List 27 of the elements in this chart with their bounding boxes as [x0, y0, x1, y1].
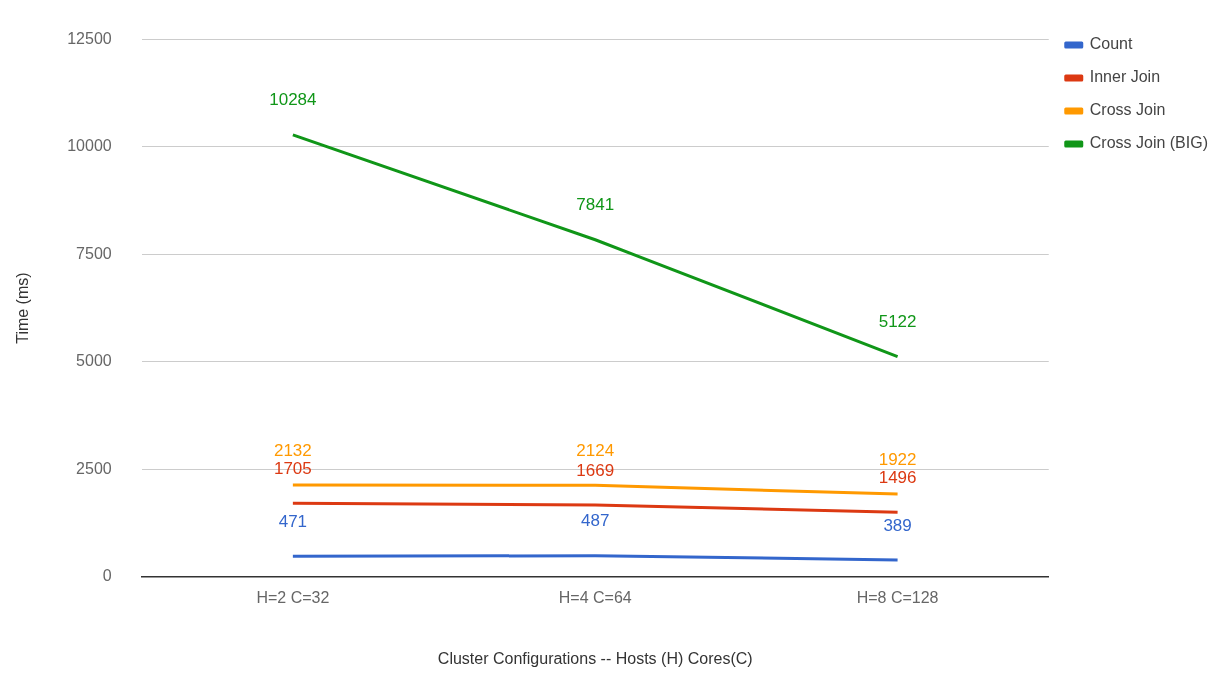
legend-label: Inner Join — [1089, 68, 1161, 86]
legend-label: Cross Join — [1089, 101, 1166, 119]
data-label: 389 — [883, 515, 912, 535]
x-tick-label: H=8 C=128 — [856, 588, 939, 606]
data-label: 487 — [581, 511, 610, 531]
x-tick-label: H=2 C=32 — [256, 588, 330, 606]
data-label: 471 — [278, 512, 308, 532]
y-tick-label: 10000 — [67, 137, 112, 155]
x-tick-label: H=4 C=64 — [558, 588, 632, 606]
y-tick-label: 12500 — [67, 30, 112, 48]
data-label: 5122 — [878, 312, 917, 332]
legend-label: Count — [1089, 35, 1134, 53]
legend-label: Cross Join (BIG) — [1089, 134, 1209, 152]
y-tick-label: 0 — [102, 567, 112, 585]
x-axis-title: Cluster Configurations -- Hosts (H) Cores(C) — [437, 649, 753, 667]
y-tick-label: 5000 — [76, 352, 112, 370]
y-tick-label: 2500 — [76, 459, 112, 477]
data-label: 2132 — [273, 440, 312, 460]
y-tick-label: 7500 — [76, 244, 112, 262]
data-label: 1705 — [273, 459, 312, 479]
data-label: 1496 — [878, 468, 917, 488]
data-label: 7841 — [576, 195, 615, 215]
data-label: 1922 — [878, 449, 917, 469]
y-axis-title: Time (ms) — [14, 272, 32, 344]
data-label: 10284 — [269, 90, 317, 110]
data-label: 1669 — [576, 460, 615, 480]
data-label: 2124 — [576, 441, 615, 461]
